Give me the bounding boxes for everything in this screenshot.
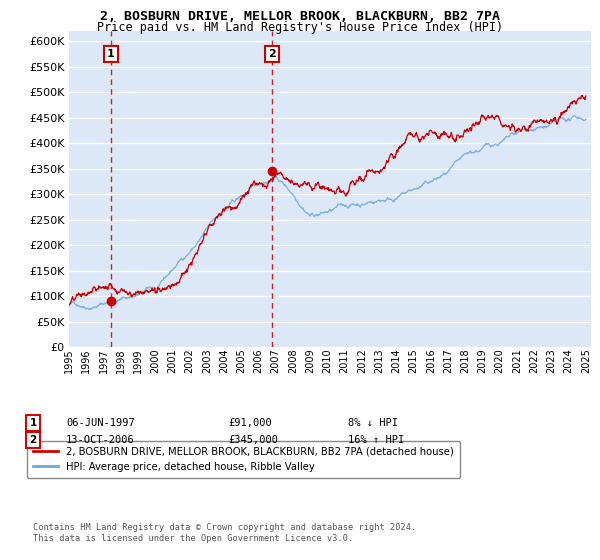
Text: 2: 2 xyxy=(268,49,276,59)
Text: 2: 2 xyxy=(29,435,37,445)
Text: Price paid vs. HM Land Registry's House Price Index (HPI): Price paid vs. HM Land Registry's House … xyxy=(97,21,503,34)
Text: £345,000: £345,000 xyxy=(228,435,278,445)
Legend: 2, BOSBURN DRIVE, MELLOR BROOK, BLACKBURN, BB2 7PA (detached house), HPI: Averag: 2, BOSBURN DRIVE, MELLOR BROOK, BLACKBUR… xyxy=(27,441,460,478)
Text: 1: 1 xyxy=(107,49,115,59)
Text: 1: 1 xyxy=(29,418,37,428)
Text: Contains HM Land Registry data © Crown copyright and database right 2024.
This d: Contains HM Land Registry data © Crown c… xyxy=(33,524,416,543)
Text: 16% ↑ HPI: 16% ↑ HPI xyxy=(348,435,404,445)
Text: 06-JUN-1997: 06-JUN-1997 xyxy=(66,418,135,428)
Text: 2, BOSBURN DRIVE, MELLOR BROOK, BLACKBURN, BB2 7PA: 2, BOSBURN DRIVE, MELLOR BROOK, BLACKBUR… xyxy=(100,10,500,23)
Text: 13-OCT-2006: 13-OCT-2006 xyxy=(66,435,135,445)
Text: £91,000: £91,000 xyxy=(228,418,272,428)
Text: 8% ↓ HPI: 8% ↓ HPI xyxy=(348,418,398,428)
